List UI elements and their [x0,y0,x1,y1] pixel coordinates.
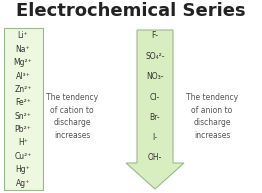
Text: Fe²⁺: Fe²⁺ [15,98,31,107]
Text: Hg⁺: Hg⁺ [16,165,30,174]
Text: NO₃-: NO₃- [146,72,164,81]
Text: Electrochemical Series: Electrochemical Series [16,2,246,20]
Polygon shape [126,30,184,189]
Text: Sn²⁺: Sn²⁺ [15,112,31,121]
Text: Na⁺: Na⁺ [16,45,30,54]
Text: The tendency
of cation to
discharge
increases: The tendency of cation to discharge incr… [46,93,98,140]
Text: H⁺: H⁺ [18,138,28,147]
Text: Al³⁺: Al³⁺ [16,72,30,81]
Text: Pb²⁺: Pb²⁺ [15,125,31,134]
Text: OH-: OH- [148,153,162,163]
Text: Li⁺: Li⁺ [18,31,28,41]
Text: The tendency
of anion to
discharge
increases: The tendency of anion to discharge incre… [186,93,238,140]
Text: Br-: Br- [150,113,160,122]
Text: I-: I- [152,133,157,142]
Text: Mg²⁺: Mg²⁺ [14,58,32,67]
Text: Cl-: Cl- [150,92,160,102]
FancyBboxPatch shape [3,27,42,190]
Text: Zn²⁺: Zn²⁺ [14,85,32,94]
Text: F-: F- [151,31,159,41]
Text: SO₄²-: SO₄²- [145,52,165,61]
Text: Ag⁺: Ag⁺ [16,179,30,188]
Text: Cu²⁺: Cu²⁺ [14,152,32,161]
